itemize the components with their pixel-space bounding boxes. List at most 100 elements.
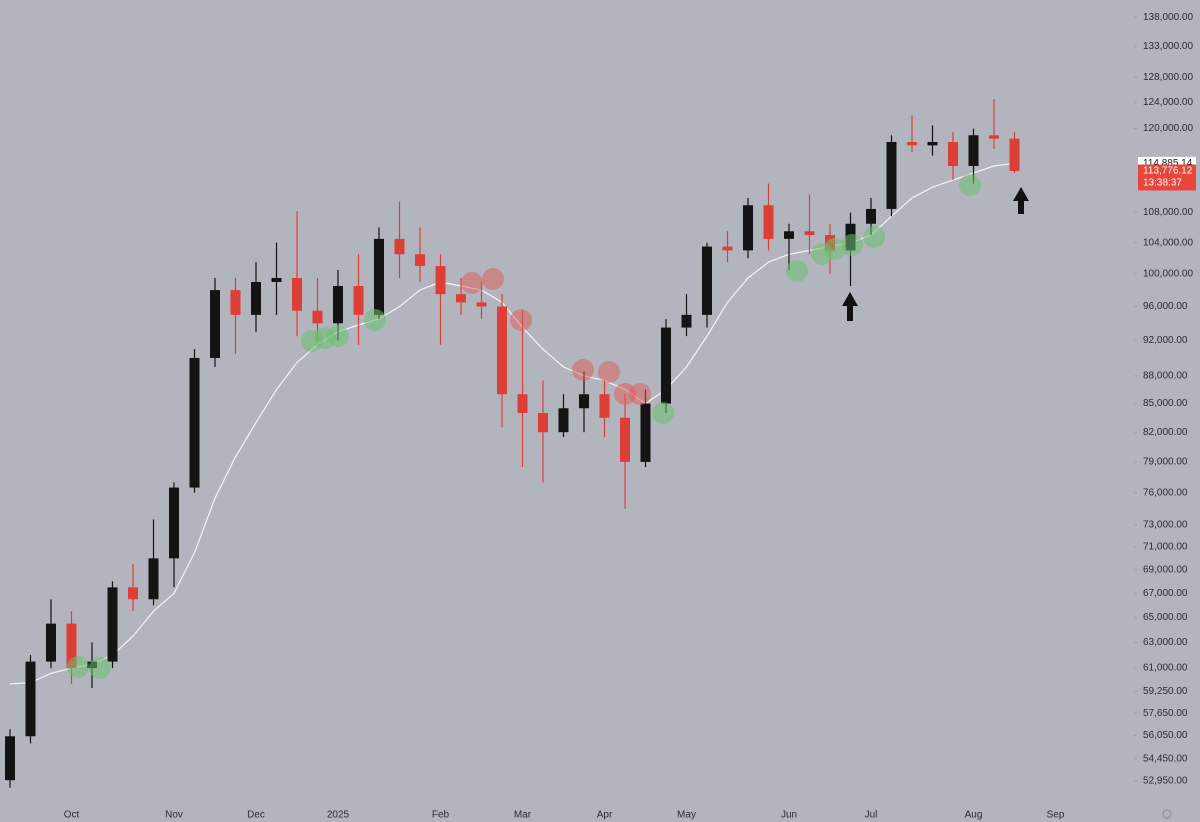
x-tick-label: May <box>677 810 696 821</box>
candle-body <box>722 246 733 251</box>
support-marker <box>327 325 349 347</box>
y-tick-label: 52,950.00 <box>1143 776 1188 787</box>
resistance-marker <box>572 359 594 381</box>
candle-body <box>497 306 507 395</box>
candle-body <box>1009 138 1020 172</box>
candle-body <box>230 290 241 315</box>
candle-body <box>538 412 548 433</box>
y-tick-label: 133,000.00 <box>1143 41 1193 52</box>
candle-body <box>476 302 487 307</box>
countdown: 13:38:37 <box>1143 178 1182 189</box>
x-tick-label: Sep <box>1047 810 1065 821</box>
x-tick-label: Mar <box>514 810 532 821</box>
y-axis: 138,000.00 133,000.00 128,000.00 124,000.00… <box>1134 12 1193 787</box>
candle-body <box>517 394 528 413</box>
arrow <box>842 292 858 321</box>
candle-body <box>558 408 569 433</box>
x-tick-label: Jun <box>781 810 797 821</box>
settings-icon[interactable] <box>1162 809 1172 819</box>
support-marker <box>824 238 846 260</box>
x-tick-label: Jul <box>865 810 878 821</box>
resistance-marker <box>598 361 620 383</box>
candle-body <box>312 310 323 324</box>
candle-body <box>579 394 589 409</box>
candle-body <box>784 231 794 239</box>
candle-body <box>620 417 630 462</box>
candle-body <box>661 327 671 404</box>
candle-body <box>374 238 384 315</box>
support-marker <box>863 226 885 248</box>
resistance-marker <box>461 272 483 294</box>
y-tick-label: 104,000.00 <box>1143 237 1193 248</box>
candle-body <box>271 277 282 282</box>
candle-body <box>866 208 876 224</box>
candle-body <box>681 314 692 328</box>
x-tick-label: Oct <box>64 810 80 821</box>
y-tick-label: 54,450.00 <box>1143 753 1188 764</box>
candle-body <box>394 238 405 255</box>
y-tick-label: 59,250.00 <box>1143 686 1188 697</box>
y-tick-label: 100,000.00 <box>1143 269 1193 280</box>
candle-body <box>107 587 118 662</box>
ma-line <box>9 162 1015 685</box>
y-tick-label: 79,000.00 <box>1143 457 1188 468</box>
candle-body <box>640 403 651 462</box>
candle-body <box>804 231 815 236</box>
candle-body <box>886 141 897 209</box>
y-tick-label: 120,000.00 <box>1143 123 1193 134</box>
candle-body <box>25 661 36 737</box>
x-tick-label: Dec <box>247 810 265 821</box>
candle-body <box>948 141 958 166</box>
y-tick-label: 88,000.00 <box>1143 371 1188 382</box>
arrow <box>1013 187 1029 214</box>
support-marker <box>652 402 674 424</box>
candle-body <box>66 623 77 669</box>
resistance-marker <box>482 268 504 290</box>
x-tick-label: Nov <box>165 810 183 821</box>
y-tick-label: 57,650.00 <box>1143 708 1188 719</box>
price-tag-label: 113,776.12 <box>1143 166 1193 177</box>
candle-body <box>415 254 425 267</box>
candle-body <box>210 290 220 358</box>
price-tag <box>1138 164 1196 191</box>
resistance-marker <box>629 383 651 405</box>
support-marker <box>89 657 111 679</box>
y-tick-label: 63,000.00 <box>1143 637 1188 648</box>
candle-body <box>292 277 302 311</box>
x-tick-label: Apr <box>597 810 613 821</box>
candle-body <box>435 266 446 295</box>
candle-body <box>169 487 179 559</box>
candle-body <box>927 141 938 146</box>
candle-body <box>456 294 466 303</box>
candle-body <box>763 205 774 239</box>
x-tick-label: Feb <box>432 810 450 821</box>
candle-body <box>599 394 610 418</box>
y-tick-label: 76,000.00 <box>1143 487 1188 498</box>
y-tick-label: 138,000.00 <box>1143 12 1193 23</box>
y-tick-label: 73,000.00 <box>1143 520 1188 531</box>
y-tick-label: 71,000.00 <box>1143 542 1188 553</box>
resistance-marker <box>510 309 532 331</box>
candle-body <box>251 281 261 315</box>
y-tick-label: 61,000.00 <box>1143 663 1188 674</box>
y-tick-label: 67,000.00 <box>1143 588 1188 599</box>
candle-body <box>333 286 343 324</box>
y-tick-label: 128,000.00 <box>1143 72 1193 83</box>
candle-body <box>5 736 15 781</box>
y-tick-label: 65,000.00 <box>1143 612 1188 623</box>
candle-body <box>148 558 159 600</box>
candle-body <box>989 135 999 139</box>
candle-body <box>907 141 917 146</box>
y-tick-label: 85,000.00 <box>1143 398 1188 409</box>
y-tick-label: 108,000.00 <box>1143 207 1193 218</box>
price-tag-label: 114,885.14 <box>1143 158 1193 169</box>
candle-body <box>189 357 200 488</box>
y-tick-label: 56,050.00 <box>1143 730 1188 741</box>
support-marker <box>67 656 89 678</box>
support-marker <box>959 174 981 196</box>
candle-body <box>353 286 364 315</box>
support-marker <box>841 234 863 256</box>
candle-body <box>702 246 712 315</box>
